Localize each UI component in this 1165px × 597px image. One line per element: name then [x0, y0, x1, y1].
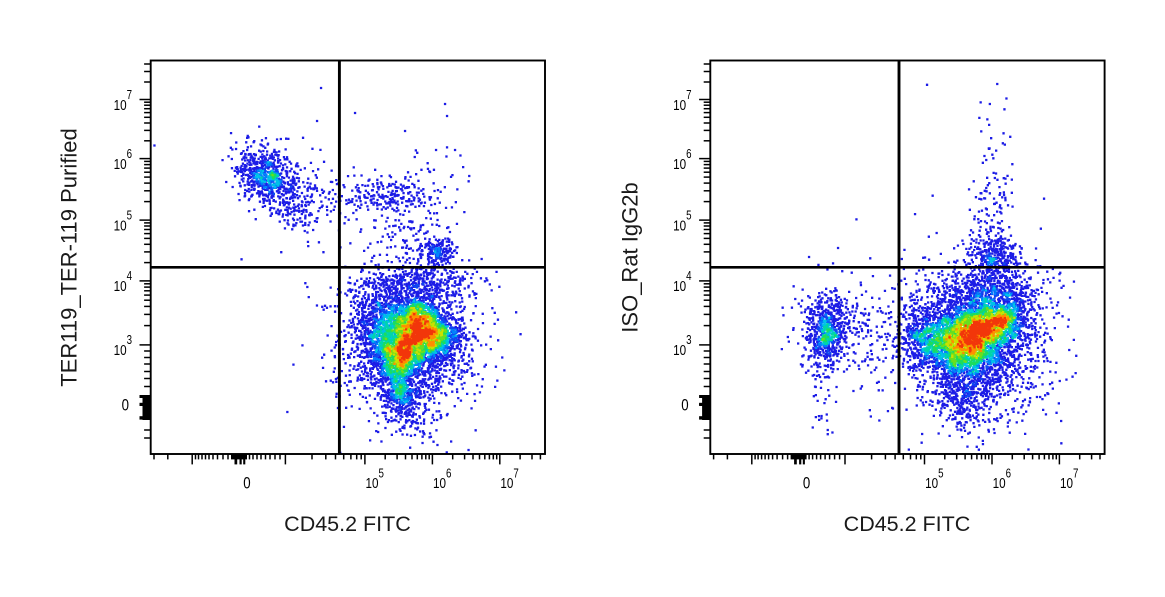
- svg-text:105: 105: [673, 209, 691, 233]
- svg-text:107: 107: [114, 89, 132, 113]
- svg-text:0: 0: [681, 396, 688, 415]
- svg-text:105: 105: [366, 467, 384, 491]
- svg-text:104: 104: [673, 270, 691, 294]
- svg-text:0: 0: [122, 396, 129, 415]
- svg-text:107: 107: [500, 467, 518, 491]
- svg-text:106: 106: [993, 467, 1011, 491]
- svg-text:CD45.2 FITC: CD45.2 FITC: [284, 512, 411, 536]
- svg-text:0: 0: [243, 474, 250, 493]
- svg-text:103: 103: [673, 334, 691, 358]
- svg-text:106: 106: [433, 467, 451, 491]
- svg-text:107: 107: [1060, 467, 1078, 491]
- svg-text:TER119_TER-119 Purified: TER119_TER-119 Purified: [57, 128, 82, 386]
- svg-text:107: 107: [673, 89, 691, 113]
- svg-text:106: 106: [114, 148, 132, 172]
- svg-text:106: 106: [673, 148, 691, 172]
- svg-text:105: 105: [925, 467, 943, 491]
- svg-text:ISO_Rat IgG2b: ISO_Rat IgG2b: [618, 182, 643, 332]
- svg-text:103: 103: [114, 334, 132, 358]
- svg-text:0: 0: [803, 474, 810, 493]
- svg-text:105: 105: [114, 209, 132, 233]
- svg-text:104: 104: [114, 270, 132, 294]
- svg-text:CD45.2 FITC: CD45.2 FITC: [844, 512, 971, 536]
